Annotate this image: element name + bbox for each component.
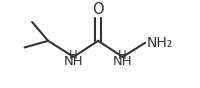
Text: NH: NH <box>113 55 132 68</box>
Text: O: O <box>92 2 104 17</box>
Text: H: H <box>118 49 127 62</box>
Text: H: H <box>69 49 78 62</box>
Text: NH: NH <box>64 55 83 68</box>
Text: NH₂: NH₂ <box>146 36 172 50</box>
